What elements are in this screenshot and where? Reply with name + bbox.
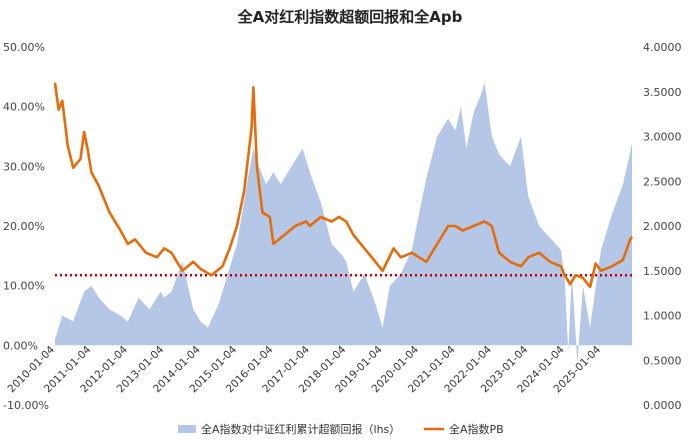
area-layer [55,82,632,364]
right-axis-tick-label: 3.5000 [643,86,682,99]
right-axis-tick-label: 0.0000 [643,399,682,412]
axis-layer: 50.00% 40.00% 30.00% 20.00% 10.00% 0.00% -10.0… [3,41,682,412]
line-layer [53,82,634,289]
series-excess-return-area [55,82,632,364]
left-axis-tick-label: -10.00% [3,399,49,412]
legend-swatch-area [178,425,196,433]
right-axis-tick-label: 0.5000 [643,354,682,367]
legend: 全A指数对中证红利累计超额回报（lhs） 全A指数PB [178,422,504,436]
right-axis-tick-label: 1.0000 [643,310,682,323]
left-axis-tick-label: 10.00% [3,280,45,293]
chart-title: 全A对红利指数超额回报和全Apb [237,8,463,26]
right-axis-tick-label: 2.0000 [643,220,682,233]
right-axis-tick-label: 1.5000 [643,265,682,278]
left-axis-tick-label: 50.00% [3,41,45,54]
legend-label-line: 全A指数PB [449,422,504,436]
left-axis-tick-label: 20.00% [3,220,45,233]
left-axis-tick-label: 40.00% [3,101,45,114]
left-axis-tick-label: 0.00% [3,339,38,352]
series-pb-line [53,82,634,289]
right-axis-tick-label: 3.0000 [643,131,682,144]
legend-label-area: 全A指数对中证红利累计超额回报（lhs） [201,422,400,436]
left-axis-tick-label: 30.00% [3,160,45,173]
right-axis-tick-label: 4.0000 [643,41,682,54]
right-axis-tick-label: 2.5000 [643,175,682,188]
